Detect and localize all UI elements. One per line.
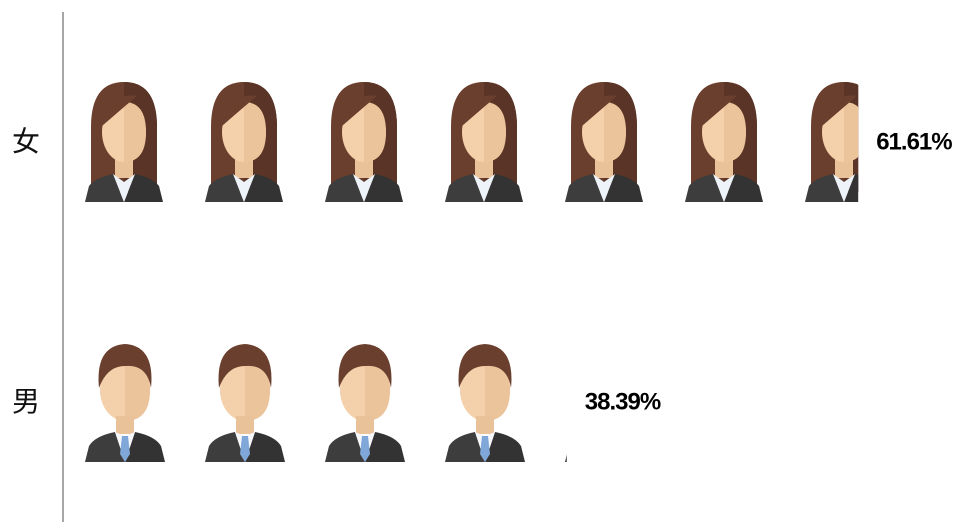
- icon-bar: [85, 344, 567, 462]
- value-label: 38.39%: [585, 388, 661, 415]
- person-icon: [85, 344, 165, 462]
- person-icon: [445, 344, 525, 462]
- category-label: 男: [12, 385, 40, 418]
- category-label: 女: [12, 125, 40, 158]
- icon-bar: [85, 82, 859, 202]
- person-icon: [205, 344, 285, 462]
- person-icon: [205, 82, 283, 202]
- person-icon: [85, 82, 163, 202]
- person-icon: [565, 82, 643, 202]
- person-icon: [685, 82, 763, 202]
- person-icon: [805, 82, 859, 202]
- person-icon: [325, 82, 403, 202]
- person-icon: [445, 82, 523, 202]
- value-label: 61.61%: [876, 128, 952, 155]
- person-icon: [325, 344, 405, 462]
